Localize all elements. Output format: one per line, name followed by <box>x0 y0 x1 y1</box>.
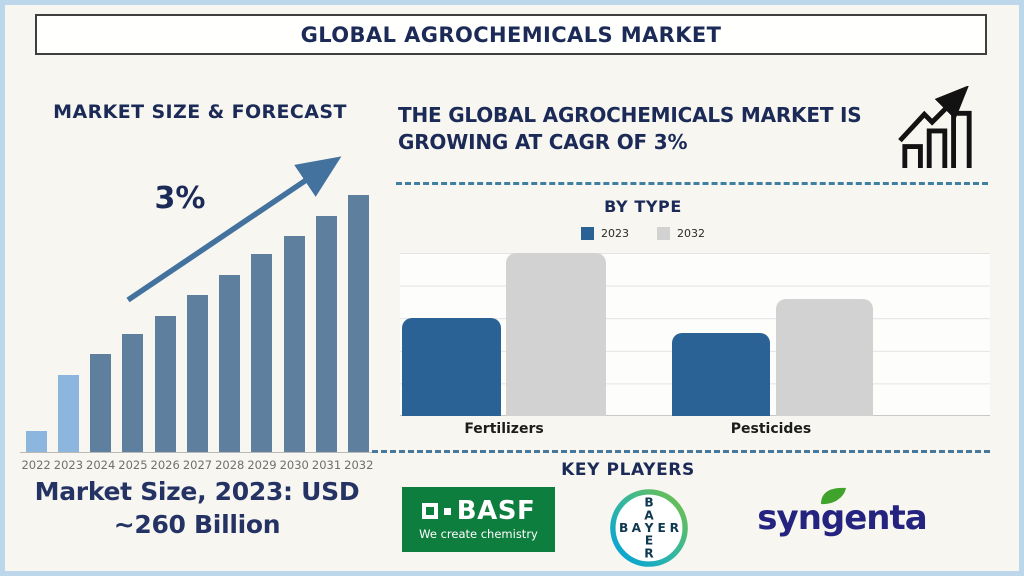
forecast-bar-column <box>246 195 278 452</box>
legend-swatch-2023 <box>581 227 594 240</box>
basf-square-outline-icon <box>421 503 438 519</box>
trend-arrow-icon <box>126 156 342 303</box>
forecast-bar-2027 <box>186 295 208 452</box>
basf-tagline: We create chemistry <box>419 527 538 541</box>
forecast-bar-2022 <box>25 431 47 452</box>
year-label-2023: 2023 <box>53 458 84 472</box>
forecast-bar-column <box>117 195 149 452</box>
by-type-category-labels: Fertilizers Pesticides <box>400 421 990 441</box>
year-label-2028: 2028 <box>215 458 245 472</box>
cagr-heading: THE GLOBAL AGROCHEMICALS MARKET IS GROWI… <box>398 103 862 154</box>
forecast-bar-2032 <box>348 195 370 452</box>
forecast-bar-column <box>181 195 213 452</box>
forecast-section-heading: MARKET SIZE & FORECAST <box>53 101 347 123</box>
forecast-bar-2025 <box>122 334 144 452</box>
bar-pesticides-2032 <box>776 299 873 416</box>
market-size-caption-line2: ~260 Billion <box>113 509 281 539</box>
forecast-bar-column <box>52 195 84 452</box>
year-label-2032: 2032 <box>344 458 374 472</box>
legend-label-2032: 2032 <box>677 227 705 240</box>
year-label-2029: 2029 <box>247 458 277 472</box>
legend-item-2023: 2023 <box>581 227 629 240</box>
bayer-letter-B: B <box>619 521 628 535</box>
bayer-letter-A: A <box>644 508 654 522</box>
legend-swatch-2032 <box>657 227 670 240</box>
bar-pesticides-2023 <box>672 333 770 416</box>
forecast-bar-2030 <box>283 236 305 452</box>
growth-chart-icon <box>898 86 972 168</box>
dashed-divider-bottom <box>372 450 990 453</box>
basf-wordmark: BASF <box>456 496 536 526</box>
bayer-letter-B: B <box>644 496 653 510</box>
forecast-bar-column <box>343 195 375 452</box>
forecast-x-axis <box>20 452 373 453</box>
year-label-2027: 2027 <box>182 458 213 472</box>
forecast-bar-2026 <box>154 316 176 452</box>
year-label-2031: 2031 <box>311 458 342 472</box>
forecast-bar-column <box>149 195 181 452</box>
forecast-bar-2024 <box>90 354 112 452</box>
forecast-bar-column <box>85 195 117 452</box>
year-label-2025: 2025 <box>118 458 148 472</box>
forecast-bar-chart <box>20 195 375 452</box>
by-type-heading: BY TYPE <box>604 197 682 216</box>
forecast-bar-2028 <box>219 275 241 452</box>
category-label-fertilizers: Fertilizers <box>464 421 544 437</box>
dashed-divider-top <box>396 182 988 185</box>
growth-rate-label: 3% <box>154 181 206 216</box>
forecast-bar-2023 <box>57 375 79 452</box>
bayer-letter-E: E <box>645 534 653 548</box>
year-label-2024: 2024 <box>86 458 116 472</box>
legend-label-2023: 2023 <box>601 227 629 240</box>
legend-item-2032: 2032 <box>657 227 705 240</box>
forecast-bar-2031 <box>316 216 338 452</box>
basf-square-dot-icon <box>443 507 451 515</box>
by-type-bar-chart <box>400 253 990 416</box>
bar-fertilizers-2032 <box>506 253 606 416</box>
market-size-caption: Market Size, 2023: USD ~260 Billion <box>17 476 377 541</box>
bar-fertilizers-2023 <box>402 318 501 416</box>
by-type-legend: 2023 2032 <box>398 227 888 240</box>
title-box: GLOBAL AGROCHEMICALS MARKET <box>35 14 987 55</box>
syngenta-leaf-icon <box>821 487 846 505</box>
year-label-2022: 2022 <box>21 458 51 472</box>
year-label-2030: 2030 <box>279 458 309 472</box>
forecast-bar-column <box>278 195 310 452</box>
bayer-letter-E: E <box>658 521 666 535</box>
bayer-letter-R: R <box>644 546 654 560</box>
page-title: GLOBAL AGROCHEMICALS MARKET <box>300 22 722 47</box>
key-players-heading: KEY PLAYERS <box>561 460 695 480</box>
forecast-bar-column <box>310 195 342 452</box>
forecast-bar-2029 <box>251 254 273 452</box>
syngenta-wordmark: syngenta <box>757 498 927 538</box>
bayer-letter-A: A <box>632 521 642 535</box>
bayer-letter-Y: Y <box>644 521 654 535</box>
forecast-year-labels: 2022 2023 2024 2025 2026 2027 2028 2029 2030 2031… <box>20 458 375 472</box>
market-size-caption-line1: Market Size, 2023: USD <box>34 477 360 506</box>
category-label-pesticides: Pesticides <box>730 421 812 437</box>
forecast-bar-column <box>20 195 52 452</box>
year-label-2026: 2026 <box>150 458 180 472</box>
basf-logo: BASF We create chemistry <box>402 487 555 552</box>
syngenta-logo: syngenta <box>752 486 932 556</box>
forecast-bar-column <box>214 195 246 452</box>
bayer-letter-R: R <box>670 521 680 535</box>
basf-logo-row: BASF <box>421 496 536 526</box>
